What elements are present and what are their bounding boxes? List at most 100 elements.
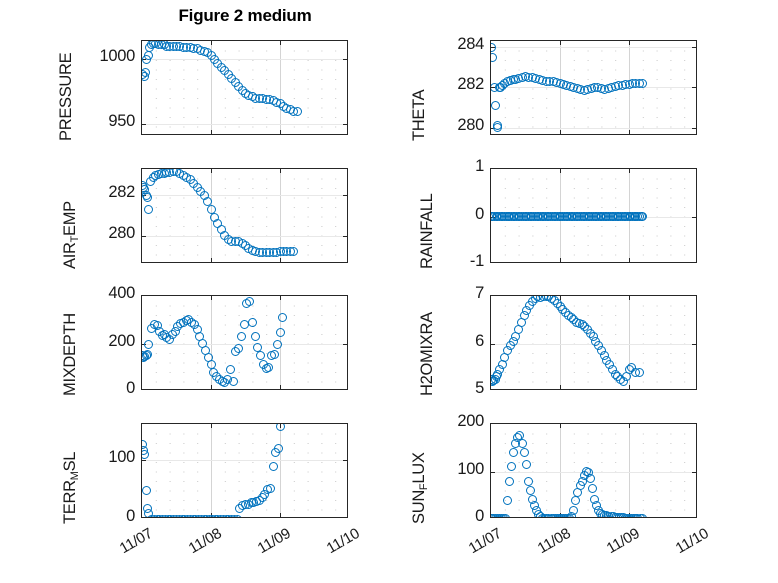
xtick-mark — [211, 296, 213, 300]
xtick-mark — [211, 169, 213, 173]
ylabel-subscript: F — [418, 483, 430, 491]
data-point — [500, 513, 510, 517]
data-point — [256, 350, 266, 360]
xtick-mark — [560, 41, 562, 45]
data-point — [491, 101, 501, 111]
xtick-label: 11/10 — [672, 525, 712, 558]
ytick-mark — [142, 460, 146, 462]
xtick-mark — [560, 169, 562, 173]
gridline-horizontal — [142, 344, 347, 345]
data-point — [587, 483, 597, 493]
gridline-vertical — [211, 424, 212, 517]
data-point — [269, 349, 279, 359]
gridline-vertical — [280, 41, 281, 134]
xtick-mark — [211, 424, 213, 428]
data-point — [274, 444, 284, 454]
ytick-mark — [692, 472, 696, 474]
ytick-mark — [343, 195, 347, 197]
xtick-mark — [560, 296, 562, 300]
ytick-label: 100 — [457, 459, 484, 478]
data-point — [275, 424, 285, 432]
xtick-mark — [280, 385, 282, 389]
ytick-label: 284 — [457, 35, 484, 54]
xtick-mark — [211, 385, 213, 389]
gridline-horizontal — [142, 195, 347, 196]
xtick-label: 11/09 — [603, 525, 643, 558]
gridline-vertical — [629, 296, 630, 389]
xtick-mark — [280, 296, 282, 300]
ytick-mark — [491, 128, 495, 130]
data-point — [272, 340, 282, 350]
data-point — [523, 477, 533, 487]
xtick-mark — [211, 41, 213, 45]
xtick-mark — [211, 258, 213, 262]
xtick-mark — [280, 169, 282, 173]
ytick-label: 200 — [457, 412, 484, 430]
ylabel-main: LUX — [410, 452, 428, 484]
ytick-label: 950 — [108, 112, 135, 131]
data-point — [247, 317, 257, 327]
ytick-label: 100 — [108, 447, 135, 466]
xtick-mark — [629, 169, 631, 173]
gridline-horizontal — [142, 460, 347, 461]
gridline-horizontal — [142, 124, 347, 125]
xtick-mark — [280, 258, 282, 262]
data-point — [228, 377, 238, 386]
data-point — [265, 483, 275, 493]
ytick-label: 400 — [108, 284, 135, 302]
data-point — [250, 331, 260, 341]
data-point — [142, 486, 151, 495]
data-point — [493, 123, 503, 133]
xtick-mark — [560, 130, 562, 134]
data-point — [144, 340, 154, 350]
ytick-label: 0 — [126, 507, 135, 525]
gridline-vertical — [560, 424, 561, 517]
ytick-label: 280 — [108, 223, 135, 242]
ytick-mark — [491, 472, 495, 474]
ylabel-main: SUN — [410, 490, 428, 524]
data-point — [144, 204, 154, 214]
xtick-mark — [629, 130, 631, 134]
xtick-mark — [629, 296, 631, 300]
gridline-vertical — [629, 424, 630, 517]
xtick-mark — [211, 130, 213, 134]
data-point — [245, 297, 255, 307]
ytick-label: 0 — [475, 204, 484, 223]
data-point — [142, 67, 150, 77]
data-point — [275, 328, 285, 338]
ytick-label: 0 — [126, 379, 135, 397]
ytick-label: -1 — [469, 252, 484, 270]
xtick-mark — [629, 385, 631, 389]
data-point — [507, 462, 517, 472]
ytick-mark — [692, 87, 696, 89]
data-point — [264, 362, 274, 372]
data-point — [517, 438, 527, 448]
figure-title: Figure 2 medium — [178, 6, 312, 25]
ytick-mark — [692, 47, 696, 49]
gridline-vertical — [560, 296, 561, 389]
data-point — [143, 349, 153, 359]
ytick-mark — [142, 344, 146, 346]
xtick-mark — [560, 424, 562, 428]
xtick-mark — [280, 130, 282, 134]
xtick-label: 11/08 — [534, 525, 574, 558]
ytick-label: 1000 — [99, 47, 135, 66]
gridline-horizontal — [491, 47, 696, 48]
data-point — [268, 462, 278, 472]
data-point — [491, 52, 497, 62]
data-point — [519, 448, 529, 457]
ylabel-sun-flux: SUNFLUX — [410, 452, 430, 524]
ytick-mark — [343, 124, 347, 126]
data-point — [638, 513, 648, 517]
ytick-mark — [343, 236, 347, 238]
data-point — [491, 42, 496, 52]
ytick-mark — [343, 344, 347, 346]
data-point — [571, 496, 581, 506]
xtick-mark — [560, 258, 562, 262]
data-point — [234, 343, 244, 353]
ytick-mark — [692, 344, 696, 346]
ytick-label: 282 — [457, 75, 484, 94]
ytick-mark — [343, 59, 347, 61]
gridline-vertical — [211, 296, 212, 389]
data-point — [585, 474, 595, 484]
